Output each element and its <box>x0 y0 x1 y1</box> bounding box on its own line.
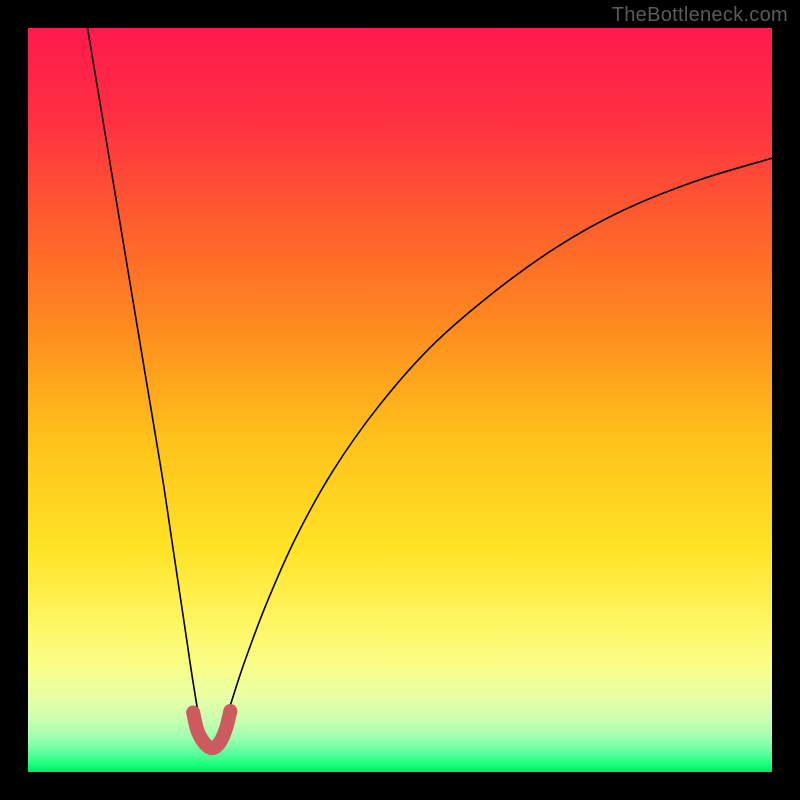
frame: TheBottleneck.com <box>0 0 800 800</box>
min-marker <box>193 711 230 748</box>
watermark-label: TheBottleneck.com <box>612 4 788 27</box>
curve-layer <box>28 28 772 772</box>
plot-area <box>28 28 772 772</box>
v-curve <box>88 28 772 746</box>
